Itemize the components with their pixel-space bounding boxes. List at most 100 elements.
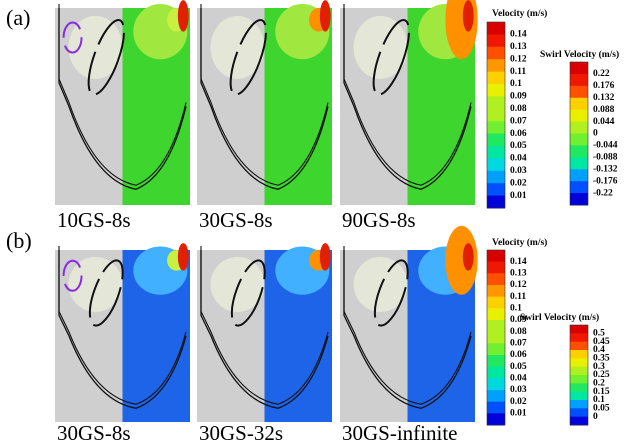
colorbar-band — [570, 121, 588, 134]
contour-plot: 30GS-8s — [197, 0, 332, 232]
crucible-outline — [58, 250, 187, 409]
colorbar-tick: 0.3 — [593, 362, 605, 372]
crucible-outline — [200, 4, 329, 186]
colorbar-tick: 0.2 — [593, 379, 605, 389]
colorbar-band — [570, 350, 588, 359]
colorbar-tick: 0.13 — [510, 269, 527, 279]
colorbar-tick: 0.05 — [510, 362, 527, 372]
colorbar-band — [487, 34, 505, 48]
plot-label: 90GS-8s — [342, 208, 416, 232]
colorbar-title: Velocity (m/s) — [492, 8, 547, 19]
colorbar-tick: 0.11 — [510, 292, 526, 302]
swirl-region — [353, 15, 408, 79]
colorbar-band — [570, 391, 588, 401]
colorbar-tick: 0.06 — [510, 129, 527, 139]
plot-label: 30GS-32s — [199, 421, 283, 442]
contour-plot: 30GS-32s — [197, 243, 332, 442]
vortex-arrow — [229, 18, 267, 96]
colorbar-tick: -0.22 — [593, 188, 613, 198]
flow-region — [445, 225, 478, 295]
colorbar-tick: 0.14 — [510, 30, 527, 40]
colorbar-tick: 0.06 — [510, 350, 527, 360]
swirl-region — [353, 256, 408, 312]
colorbar-band — [487, 378, 505, 391]
colorbar-band — [487, 390, 505, 403]
colorbar-band — [487, 401, 505, 414]
colorbar-band — [570, 333, 588, 343]
colorbar-tick: 0.05 — [593, 404, 610, 414]
colorbar-tick: 0.09 — [510, 315, 527, 325]
colorbar-band — [487, 195, 505, 209]
contour-plot: 30GS-8s — [55, 243, 190, 442]
panel-label: (a) — [6, 5, 30, 30]
crucible-outline — [343, 246, 472, 405]
colorbar-tick: 0.1 — [510, 79, 522, 89]
colorbar-tick: 0.01 — [510, 409, 527, 419]
colorbar-tick: 0.02 — [510, 178, 527, 188]
colorbar-band — [487, 133, 505, 147]
crucible-outline — [58, 246, 187, 405]
flow-region — [462, 243, 474, 271]
colorbar-band — [487, 108, 505, 122]
crucible-outline — [200, 246, 329, 405]
flow-region — [177, 0, 189, 32]
swirl-region — [68, 15, 123, 79]
colorbar-band — [487, 331, 505, 344]
colorbar-band — [570, 85, 588, 99]
colorbar-band — [570, 383, 588, 393]
colorbar-band — [570, 145, 588, 158]
colorbar-tick: 0.15 — [593, 387, 610, 397]
colorbar-band — [570, 133, 588, 146]
colorbar-frame — [486, 249, 506, 426]
colorbar-frame — [569, 324, 589, 426]
colorbar-band — [487, 320, 505, 333]
colorbar-band — [487, 96, 505, 110]
colorbar-band — [487, 170, 505, 184]
colorbar-tick: 0.02 — [510, 397, 527, 407]
colorbar-tick: 0.088 — [593, 105, 615, 115]
colorbar-tick: 0.13 — [510, 42, 527, 52]
colorbar-tick: 0.1 — [593, 395, 605, 405]
colorbar-tick: 0.4 — [593, 345, 605, 355]
crucible-outline — [200, 250, 329, 409]
colorbar-band — [570, 366, 588, 376]
flow-region — [319, 243, 331, 271]
colorbar-tick: 0.08 — [510, 104, 527, 114]
colorbar-tick: 0.03 — [510, 385, 527, 395]
colorbar-tick: 0.03 — [510, 166, 527, 176]
colorbar-frame — [486, 21, 506, 209]
colorbar-tick: 0.11 — [510, 67, 526, 77]
flow-region — [319, 0, 331, 32]
colorbar-band — [487, 413, 505, 426]
colorbar-band — [487, 22, 505, 35]
colorbar-band — [487, 355, 505, 368]
swirl-region — [68, 256, 123, 312]
crucible-outline — [58, 4, 187, 186]
colorbar-band — [487, 121, 505, 135]
colorbar-tick: 0 — [593, 412, 598, 422]
crucible-outline — [343, 250, 472, 409]
colorbar-band — [570, 400, 588, 409]
colorbar-tick: 0.1 — [510, 304, 522, 314]
colorbar-band — [487, 366, 505, 379]
panel-label: (b) — [6, 228, 32, 253]
colorbar-band — [487, 158, 505, 172]
colorbar-band — [570, 358, 588, 368]
colorbar-band — [570, 62, 588, 75]
colorbar-band — [487, 84, 505, 97]
colorbar-tick: 0.044 — [593, 117, 615, 127]
colorbar-band — [570, 325, 588, 334]
colorbar-tick: 0.45 — [593, 337, 610, 347]
colorbar-title: Velocity (m/s) — [492, 237, 547, 248]
colorbar-tick: 0.22 — [593, 69, 610, 79]
colorbar-title: Swirl Velocity (m/s) — [520, 312, 599, 323]
colorbar-band — [570, 408, 588, 418]
colorbar-frame — [569, 61, 589, 206]
colorbar-band — [487, 250, 505, 263]
colorbar-tick: 0.12 — [510, 280, 527, 290]
swirl-region — [210, 256, 265, 312]
vortex-arrow — [87, 18, 125, 96]
contour-plot: 30GS-infinite — [340, 225, 478, 442]
colorbar-band — [487, 308, 505, 321]
